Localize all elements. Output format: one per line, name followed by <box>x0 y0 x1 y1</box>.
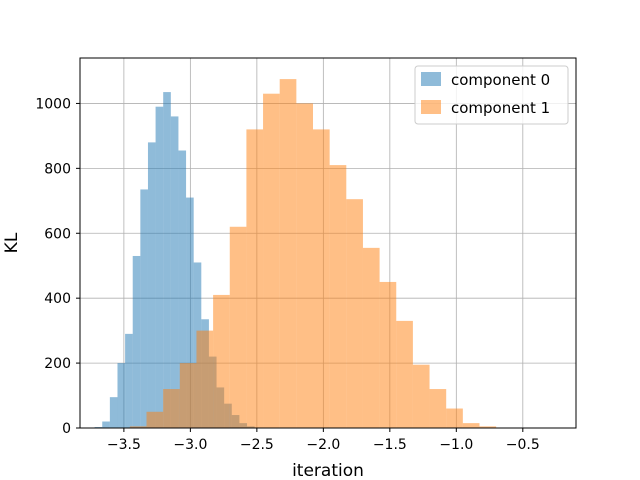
histogram-bar-component-0 <box>178 150 187 428</box>
histogram-bar-component-1 <box>179 363 197 428</box>
histogram-bar-component-1 <box>146 411 164 428</box>
legend: component 0 component 1 <box>414 65 569 125</box>
ticks: −3.5 −3.0 −2.5 −2.0 −1.5 −1.0 −0.5 0 200 400 600 80… <box>35 96 539 453</box>
histogram-bar-component-1 <box>362 247 380 428</box>
x-tick-label: −3.5 <box>107 437 141 453</box>
histogram-bar-component-1 <box>129 426 147 428</box>
histogram-bar-component-1 <box>196 330 214 428</box>
x-axis-label: iteration <box>292 461 364 480</box>
x-tick-label: −2.5 <box>240 437 274 453</box>
histogram-bar-component-0 <box>125 333 133 428</box>
legend-swatch-component-0 <box>421 72 441 86</box>
histogram-bar-component-1 <box>263 93 280 428</box>
histogram-bar-component-1 <box>229 226 247 428</box>
histogram-bar-component-1 <box>412 364 430 428</box>
y-tick-label: 800 <box>44 161 71 177</box>
histogram-bar-component-1 <box>462 423 480 428</box>
histogram-bar-component-1 <box>346 199 363 428</box>
histogram-bar-component-1 <box>296 103 314 428</box>
legend-swatch-component-1 <box>421 100 441 114</box>
bars <box>94 79 497 429</box>
y-tick-label: 0 <box>62 421 71 437</box>
histogram-bar-component-0 <box>132 255 141 428</box>
histogram-bar-component-1 <box>379 281 397 428</box>
y-tick-label: 600 <box>44 226 71 242</box>
x-tick-label: −1.5 <box>373 437 407 453</box>
histogram-bar-component-0 <box>117 363 126 428</box>
histogram-bar-component-1 <box>329 165 347 428</box>
histogram-bar-component-1 <box>163 389 180 428</box>
histogram-bar-component-0 <box>186 197 194 428</box>
histogram-bar-component-1 <box>213 294 230 428</box>
histogram-bar-component-0 <box>140 189 148 428</box>
y-tick-label: 400 <box>44 291 71 307</box>
histogram-bar-component-0 <box>163 92 171 428</box>
y-tick-label: 1000 <box>35 96 71 112</box>
histogram-bar-component-1 <box>396 320 413 428</box>
histogram-bar-component-1 <box>446 408 463 428</box>
histogram-bar-component-1 <box>246 129 264 428</box>
y-axis-label: KL <box>2 232 22 253</box>
histogram-bar-component-0 <box>102 421 110 428</box>
histogram-bar-component-0 <box>170 116 179 428</box>
legend-label-component-1: component 1 <box>451 99 550 117</box>
histogram-bar-component-0 <box>155 106 164 429</box>
x-tick-label: −3.0 <box>173 437 207 453</box>
x-tick-label: −0.5 <box>506 437 540 453</box>
x-tick-label: −2.0 <box>306 437 340 453</box>
x-tick-label: −1.0 <box>439 437 473 453</box>
histogram-bar-component-1 <box>313 129 330 428</box>
histogram-bar-component-0 <box>109 397 118 428</box>
histogram-bar-component-1 <box>279 79 297 428</box>
y-tick-label: 200 <box>44 356 71 372</box>
histogram-bar-component-1 <box>479 426 497 428</box>
legend-label-component-0: component 0 <box>451 71 550 89</box>
histogram-bar-component-1 <box>429 389 447 428</box>
histogram-bar-component-0 <box>147 142 156 428</box>
legend-box <box>414 65 569 125</box>
plot-frame <box>79 57 577 429</box>
